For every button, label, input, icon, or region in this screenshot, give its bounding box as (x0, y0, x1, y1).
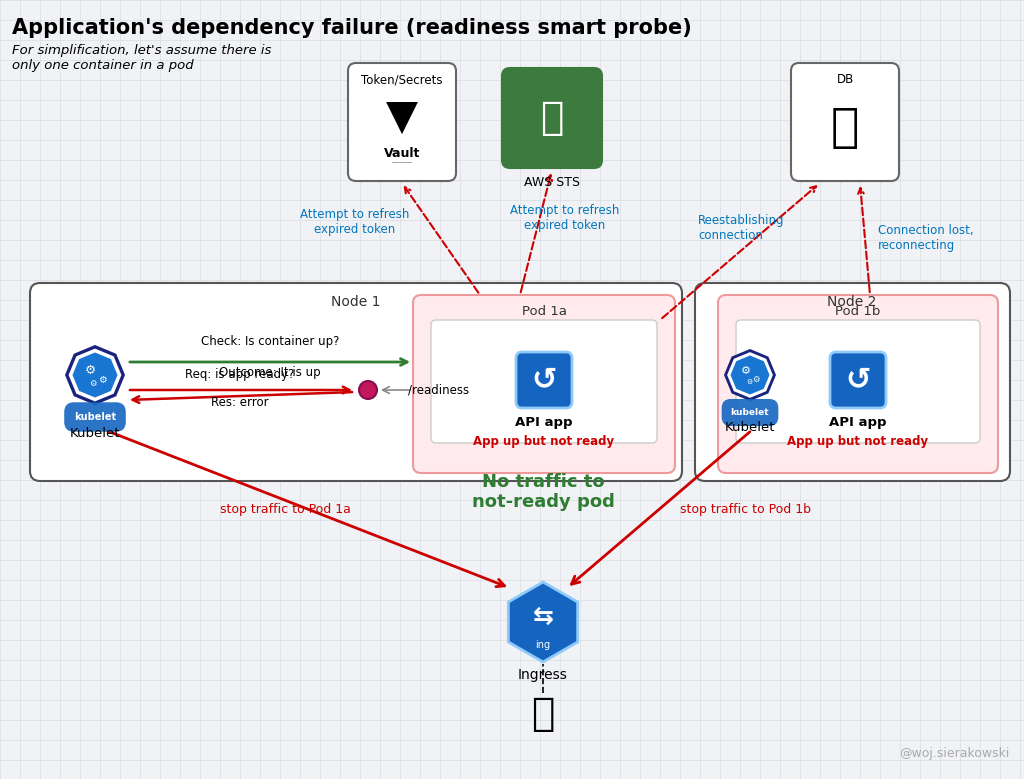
Text: ⇆: ⇆ (532, 605, 554, 629)
Text: ⚙: ⚙ (741, 366, 751, 376)
Text: ↺: ↺ (531, 365, 557, 394)
Polygon shape (724, 349, 776, 401)
Text: stop traffic to Pod 1a: stop traffic to Pod 1a (219, 503, 350, 516)
Polygon shape (508, 582, 578, 662)
Text: Pod 1b: Pod 1b (836, 305, 881, 318)
Polygon shape (73, 353, 118, 397)
FancyBboxPatch shape (431, 320, 657, 443)
Text: DB: DB (837, 73, 854, 86)
Polygon shape (69, 348, 122, 401)
FancyBboxPatch shape (413, 295, 675, 473)
Text: 👥: 👥 (531, 695, 555, 733)
Text: Vault: Vault (384, 146, 420, 160)
Polygon shape (727, 352, 773, 398)
FancyBboxPatch shape (791, 63, 899, 181)
Text: ⚙: ⚙ (84, 364, 95, 376)
Text: Reestablishing
connection: Reestablishing connection (698, 214, 784, 242)
Text: ▼: ▼ (386, 97, 418, 139)
Text: AWS STS: AWS STS (524, 176, 580, 189)
Text: 🔑: 🔑 (541, 99, 563, 137)
FancyBboxPatch shape (736, 320, 980, 443)
Text: kubelet: kubelet (731, 408, 769, 417)
Polygon shape (65, 345, 125, 405)
Text: Attempt to refresh
expired token: Attempt to refresh expired token (300, 208, 410, 236)
FancyBboxPatch shape (516, 352, 572, 408)
Circle shape (359, 381, 377, 399)
FancyBboxPatch shape (348, 63, 456, 181)
Text: Application's dependency failure (readiness smart probe): Application's dependency failure (readin… (12, 18, 692, 38)
Polygon shape (730, 355, 769, 394)
Text: Res: error: Res: error (211, 396, 269, 409)
Text: ─────: ───── (391, 160, 413, 166)
FancyBboxPatch shape (695, 283, 1010, 481)
Text: Attempt to refresh
expired token: Attempt to refresh expired token (510, 204, 620, 232)
Text: App up but not ready: App up but not ready (473, 435, 614, 448)
FancyBboxPatch shape (830, 352, 886, 408)
FancyBboxPatch shape (502, 68, 602, 168)
Text: ⚙: ⚙ (89, 379, 96, 387)
Text: API app: API app (515, 416, 572, 429)
Text: @woj.sierakowski: @woj.sierakowski (900, 747, 1010, 760)
Text: Connection lost,
reconnecting: Connection lost, reconnecting (878, 224, 974, 252)
FancyBboxPatch shape (30, 283, 682, 481)
Text: Pod 1a: Pod 1a (521, 305, 566, 318)
Text: ⚙: ⚙ (97, 375, 106, 385)
Text: Node 1: Node 1 (331, 295, 381, 309)
Text: ⚙: ⚙ (745, 379, 752, 385)
Text: App up but not ready: App up but not ready (787, 435, 929, 448)
Text: Token/Secrets: Token/Secrets (361, 73, 442, 86)
Text: stop traffic to Pod 1b: stop traffic to Pod 1b (680, 503, 811, 516)
Text: ↺: ↺ (845, 365, 870, 394)
Text: Check: Is container up?: Check: Is container up? (201, 335, 339, 348)
Text: kubelet: kubelet (74, 412, 116, 422)
Text: Kubelet: Kubelet (725, 421, 775, 434)
Text: For simplification, let's assume there is
only one container in a pod: For simplification, let's assume there i… (12, 44, 271, 72)
Text: API app: API app (829, 416, 887, 429)
Text: Ingress: Ingress (518, 668, 568, 682)
Text: Kubelet: Kubelet (70, 427, 120, 440)
Text: ing: ing (536, 640, 551, 650)
Text: Node 2: Node 2 (827, 295, 877, 309)
Text: 🐘: 🐘 (830, 105, 859, 150)
Text: ⚙: ⚙ (753, 375, 760, 383)
Text: Req: is app ready?: Req: is app ready? (185, 368, 295, 381)
Text: No traffic to
not-ready pod: No traffic to not-ready pod (472, 473, 614, 511)
Text: Outcome: It is up: Outcome: It is up (219, 366, 321, 379)
Text: /readiness: /readiness (408, 383, 469, 397)
FancyBboxPatch shape (718, 295, 998, 473)
